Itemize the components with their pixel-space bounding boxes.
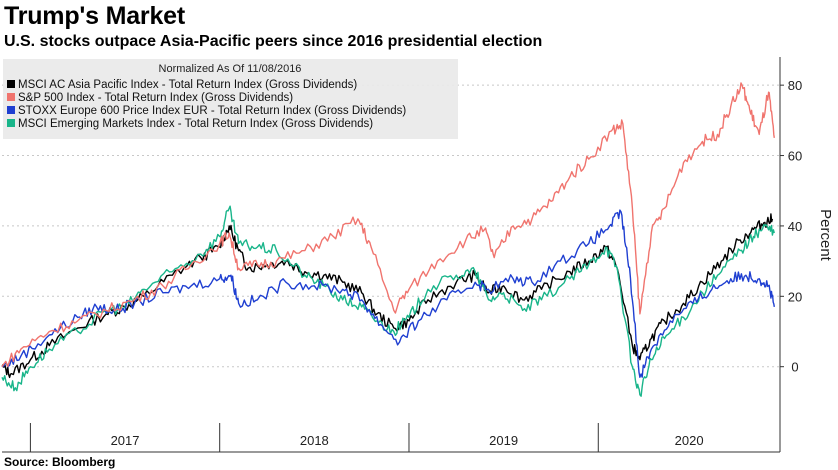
y-tick-label: 0 [791,360,798,375]
x-category-label: 2017 [111,433,140,448]
legend-swatch [7,106,15,114]
legend-box [3,59,458,139]
legend-entry: STOXX Europe 600 Price Index EUR - Total… [18,105,406,117]
x-category-label: 2019 [489,433,518,448]
y-tick-label: 80 [788,78,802,93]
chart-title: Trump's Market [4,2,185,30]
x-category-label: 2020 [675,433,704,448]
chart-subtitle: U.S. stocks outpace Asia-Pacific peers s… [4,33,543,50]
legend-entry: S&P 500 Index - Total Return Index (Gros… [18,92,293,104]
source-note: Source: Bloomberg [4,455,116,469]
y-tick-label: 20 [788,289,802,304]
x-category-labels: 2017 2018 2019 2020 [111,433,704,448]
legend-entry: MSCI Emerging Markets Index - Total Retu… [18,118,373,130]
y-axis-label: Percent [817,209,834,262]
axes [2,57,781,453]
legend-swatch [7,119,15,127]
series-line-0 [1,213,774,379]
series-line-1 [1,82,775,368]
legend: Normalized As Of 11/08/2016 MSCI AC Asia … [3,59,458,139]
series-line-3 [1,205,775,397]
legend-swatch [7,93,15,101]
year-separators [29,423,599,452]
series-line-2 [1,209,775,378]
y-tick-labels: 0 20 40 60 80 [780,78,802,375]
x-category-label: 2018 [300,433,329,448]
legend-title: Normalized As Of 11/08/2016 [159,63,302,75]
y-tick-label: 40 [788,219,802,234]
legend-swatch [7,80,15,88]
y-tick-label: 60 [788,149,802,164]
legend-entry: MSCI AC Asia Pacific Index - Total Retur… [18,79,357,91]
series-lines [1,82,775,397]
